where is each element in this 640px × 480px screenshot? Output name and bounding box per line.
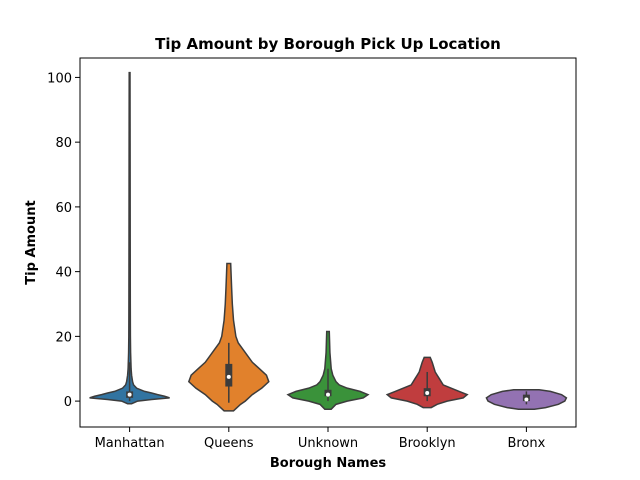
y-tick-label: 80 — [55, 136, 72, 151]
x-axis: Manhattan Queens Unknown Brooklyn Bronx — [95, 427, 546, 451]
median-bronx — [524, 397, 529, 402]
median-brooklyn — [425, 391, 430, 396]
violin-queens — [187, 262, 270, 412]
chart-title: Tip Amount by Borough Pick Up Location — [155, 35, 501, 53]
x-tick-label: Bronx — [507, 436, 545, 451]
x-axis-label: Borough Names — [270, 456, 387, 471]
y-tick-label: 100 — [47, 71, 72, 86]
y-tick-label: 0 — [64, 395, 72, 410]
y-axis: 0 20 40 60 80 100 — [47, 71, 80, 410]
y-tick-label: 20 — [55, 330, 72, 345]
violins-group — [89, 71, 568, 412]
median-queens — [226, 374, 231, 379]
x-tick-label: Unknown — [298, 436, 358, 451]
y-tick-label: 60 — [55, 201, 72, 216]
x-tick-label: Queens — [204, 436, 254, 451]
x-tick-label: Brooklyn — [399, 436, 456, 451]
median-manhattan — [127, 392, 132, 397]
y-tick-label: 40 — [55, 266, 72, 281]
median-unknown — [326, 392, 330, 397]
y-axis-label: Tip Amount — [24, 200, 39, 284]
violin-manhattan — [89, 71, 170, 405]
x-tick-label: Manhattan — [95, 436, 165, 451]
